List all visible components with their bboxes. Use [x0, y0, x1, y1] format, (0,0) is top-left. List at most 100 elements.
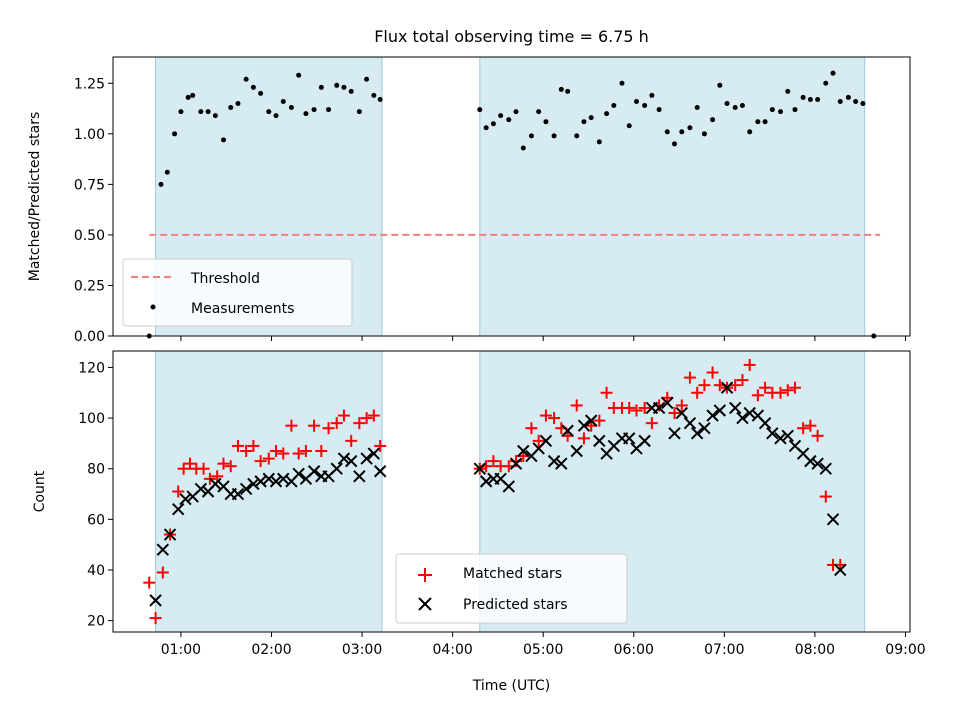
- matched-star-marker: [577, 432, 590, 445]
- predicted-star-marker: [149, 594, 162, 607]
- predicted-star-marker: [683, 416, 697, 430]
- ratio-legend-box: [122, 258, 353, 327]
- predicted-star-marker: [804, 454, 817, 468]
- measurement-point: [198, 109, 204, 115]
- predicted-star-marker: [758, 416, 772, 430]
- matched-star-marker: [353, 417, 366, 430]
- predicted-star-marker: [652, 401, 666, 415]
- measurement-point: [777, 109, 783, 115]
- y-tick-label: 100: [78, 411, 105, 427]
- measurement-point: [664, 129, 670, 135]
- predicted-star-marker: [555, 457, 568, 470]
- chart-title: Flux total observing time = 6.75 h: [374, 27, 649, 46]
- matched-star-marker: [374, 439, 387, 452]
- measurement-point: [185, 94, 191, 100]
- measurement-point: [588, 115, 594, 121]
- matched-star-marker: [299, 444, 312, 457]
- matched-star-marker: [532, 434, 545, 447]
- matched-star-marker: [224, 460, 237, 473]
- measurement-point: [815, 96, 821, 102]
- legend-matched-label: Matched stars: [463, 566, 562, 582]
- predicted-star-marker: [826, 513, 840, 526]
- ratio-y-axis-label: Matched/Predicted stars: [27, 112, 43, 282]
- predicted-star-marker: [834, 563, 847, 577]
- measurement-point: [377, 96, 383, 102]
- measurement-point: [348, 88, 354, 94]
- predicted-star-marker: [269, 475, 283, 488]
- predicted-star-marker: [337, 452, 351, 465]
- measurement-point: [845, 94, 851, 100]
- measurement-point: [565, 88, 571, 94]
- predicted-star-marker: [209, 477, 222, 491]
- measurement-point: [626, 123, 632, 129]
- measurement-point: [717, 82, 723, 88]
- matched-star-marker: [743, 358, 756, 371]
- measurement-point: [311, 107, 317, 113]
- matched-star-marker: [630, 404, 643, 417]
- predicted-star-marker: [743, 406, 756, 420]
- ratio-y-ticks: 0.00 0.25 0.50 0.75 1.00 1.25: [74, 76, 113, 345]
- matched-star-marker: [819, 490, 832, 503]
- matched-star-marker: [593, 414, 606, 427]
- matched-star-marker: [149, 612, 162, 625]
- measurement-point: [326, 107, 332, 113]
- measurement-point: [701, 131, 707, 137]
- y-tick-label: 0.75: [74, 177, 105, 193]
- matched-star-marker: [788, 381, 801, 394]
- predicted-star-marker: [292, 467, 305, 480]
- predicted-star-marker: [668, 427, 681, 440]
- measurement-point: [558, 86, 564, 92]
- legend-measurement-swatch: [150, 304, 156, 310]
- matched-star-marker: [698, 379, 711, 392]
- count-legend-box: [395, 553, 628, 624]
- predicted-star-marker: [577, 419, 591, 432]
- measurement-point: [318, 84, 324, 90]
- predicted-star-marker: [239, 482, 253, 496]
- measurement-point: [581, 119, 587, 125]
- measurement-point: [792, 107, 798, 113]
- x-tick-label: 07:00: [704, 642, 744, 658]
- measurement-point: [860, 101, 866, 106]
- predicted-star-marker: [698, 422, 711, 435]
- matched-star-marker: [510, 455, 523, 468]
- measurement-point: [250, 84, 256, 90]
- measurement-point: [739, 103, 745, 109]
- x-tick-label: 01:00: [161, 642, 201, 658]
- measurement-point: [551, 133, 557, 139]
- y-tick-label: 80: [87, 462, 105, 478]
- predicted-star-marker: [706, 409, 719, 422]
- x-tick-label: 03:00: [342, 642, 382, 658]
- matched-star-marker: [270, 444, 283, 457]
- time-axis-label: Time (UTC): [472, 678, 550, 694]
- measurement-point: [830, 70, 836, 76]
- measurement-point: [235, 101, 241, 106]
- measurement-point: [687, 125, 693, 131]
- measurement-point: [364, 76, 370, 82]
- measurement-point: [762, 119, 768, 125]
- predicted-star-marker: [156, 543, 170, 556]
- predicted-star-marker: [330, 462, 343, 475]
- measurement-point: [220, 137, 226, 143]
- matched-star-marker: [487, 455, 500, 468]
- measurement-point: [483, 125, 489, 131]
- y-tick-label: 60: [87, 512, 105, 528]
- measurement-point: [823, 80, 829, 86]
- predicted-star-marker: [561, 424, 574, 437]
- measurement-point: [710, 117, 716, 123]
- matched-star-marker: [774, 386, 787, 399]
- measurement-point: [477, 107, 483, 113]
- predicted-star-marker: [774, 432, 787, 445]
- legend-threshold-label: Threshold: [190, 271, 260, 287]
- predicted-star-marker: [479, 475, 493, 488]
- measurement-point: [303, 111, 309, 117]
- matched-star-marker: [751, 389, 764, 402]
- matched-star-marker: [156, 566, 169, 579]
- matched-star-marker: [691, 386, 704, 399]
- measurement-point: [724, 101, 730, 106]
- matched-star-marker: [548, 412, 561, 425]
- predicted-star-marker: [539, 434, 553, 448]
- legend-measurement-label: Measurements: [191, 301, 294, 317]
- matched-star-marker: [811, 429, 824, 442]
- ratio-panel: 0.00 0.25 0.50 0.75 1.00 1.25 Flux total obse…: [27, 27, 911, 345]
